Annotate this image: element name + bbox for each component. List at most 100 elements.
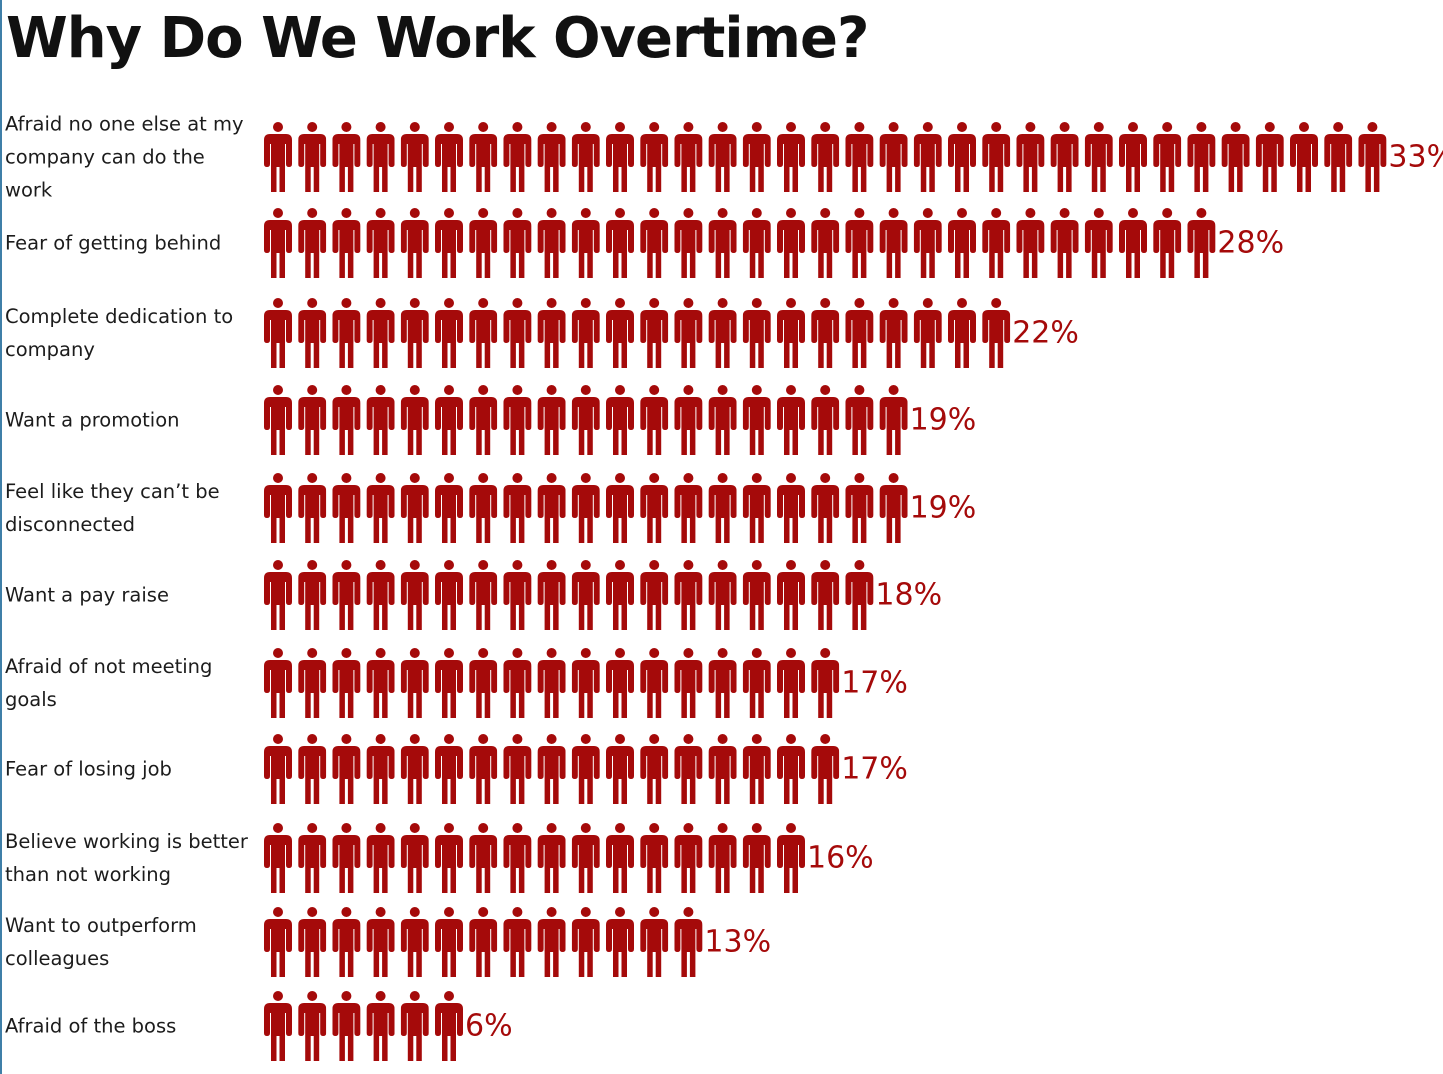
person-icon	[571, 734, 600, 804]
person-icon	[537, 122, 566, 192]
person-icon	[845, 208, 874, 278]
person-icon	[913, 208, 942, 278]
person-icon	[400, 208, 429, 278]
person-icon	[264, 823, 292, 893]
person-icon	[366, 473, 395, 543]
person-icon	[640, 648, 669, 718]
person-icon	[400, 823, 429, 893]
person-icon	[537, 298, 566, 368]
person-icon	[264, 473, 292, 543]
person-icon	[1187, 122, 1216, 192]
person-icon	[606, 385, 634, 455]
person-icon	[606, 560, 634, 630]
person-icon	[332, 734, 361, 804]
value-label: 13%	[704, 924, 772, 960]
person-icon	[811, 208, 840, 278]
bar-row	[264, 122, 1387, 192]
person-icon	[742, 823, 771, 893]
person-icon	[571, 648, 600, 718]
person-icon	[708, 122, 737, 192]
person-icon	[777, 208, 805, 278]
person-icon	[742, 560, 771, 630]
person-icon	[708, 560, 737, 630]
person-icon	[674, 473, 703, 543]
person-icon	[298, 473, 327, 543]
person-icon	[435, 473, 463, 543]
person-icon	[1153, 122, 1182, 192]
person-icon	[948, 122, 976, 192]
person-icon	[674, 907, 703, 977]
person-icon	[332, 560, 361, 630]
person-icon	[640, 907, 669, 977]
person-icon	[1050, 208, 1079, 278]
person-icon	[298, 991, 327, 1061]
person-icon	[1358, 122, 1387, 192]
person-icon	[708, 823, 737, 893]
person-icon	[606, 907, 634, 977]
person-icon	[742, 208, 771, 278]
person-icon	[1187, 208, 1216, 278]
person-icon	[571, 298, 600, 368]
person-icon	[777, 560, 805, 630]
person-icon	[811, 560, 840, 630]
person-icon	[640, 385, 669, 455]
person-icon	[640, 823, 669, 893]
person-icon	[537, 734, 566, 804]
person-icon	[982, 122, 1011, 192]
value-label: 28%	[1217, 225, 1285, 261]
chart-title: Why Do We Work Overtime?	[6, 6, 869, 71]
bar-row	[264, 473, 908, 543]
value-label: 19%	[909, 402, 977, 438]
person-icon	[982, 208, 1011, 278]
person-icon	[366, 648, 395, 718]
person-icon	[435, 648, 463, 718]
person-icon	[948, 208, 976, 278]
person-icon	[366, 991, 395, 1061]
person-icon	[435, 560, 463, 630]
person-icon	[777, 298, 805, 368]
category-label: Believe working is better than not worki…	[5, 830, 248, 886]
person-icon	[640, 208, 669, 278]
person-icon	[264, 208, 292, 278]
person-icon	[366, 298, 395, 368]
person-icon	[332, 648, 361, 718]
person-icon	[879, 298, 908, 368]
value-label: 17%	[841, 665, 908, 701]
person-icon	[503, 648, 532, 718]
person-icon	[571, 907, 600, 977]
value-label: 6%	[465, 1008, 513, 1044]
person-icon	[708, 208, 737, 278]
category-label: Feel like they can’t be disconnected	[5, 480, 220, 536]
person-icon	[264, 560, 292, 630]
person-icon	[1119, 208, 1147, 278]
person-icon	[298, 907, 327, 977]
person-icon	[1153, 208, 1182, 278]
person-icon	[777, 823, 805, 893]
person-icon	[332, 823, 361, 893]
person-icon	[503, 298, 532, 368]
bar-row	[264, 385, 908, 455]
person-icon	[332, 385, 361, 455]
person-icon	[400, 648, 429, 718]
person-icon	[332, 208, 361, 278]
person-icon	[469, 385, 498, 455]
person-icon	[811, 298, 840, 368]
person-icon	[982, 298, 1011, 368]
person-icon	[264, 991, 292, 1061]
person-icon	[845, 385, 874, 455]
category-label: Afraid no one else at my company can do …	[5, 112, 244, 202]
person-icon	[879, 208, 908, 278]
value-label: 17%	[841, 751, 908, 787]
person-icon	[366, 560, 395, 630]
person-icon	[640, 122, 669, 192]
person-icon	[742, 385, 771, 455]
person-icon	[332, 473, 361, 543]
person-icon	[845, 560, 874, 630]
person-icon	[708, 385, 737, 455]
person-icon	[298, 823, 327, 893]
person-icon	[503, 560, 532, 630]
person-icon	[332, 122, 361, 192]
person-icon	[503, 473, 532, 543]
person-icon	[1119, 122, 1147, 192]
person-icon	[435, 208, 463, 278]
